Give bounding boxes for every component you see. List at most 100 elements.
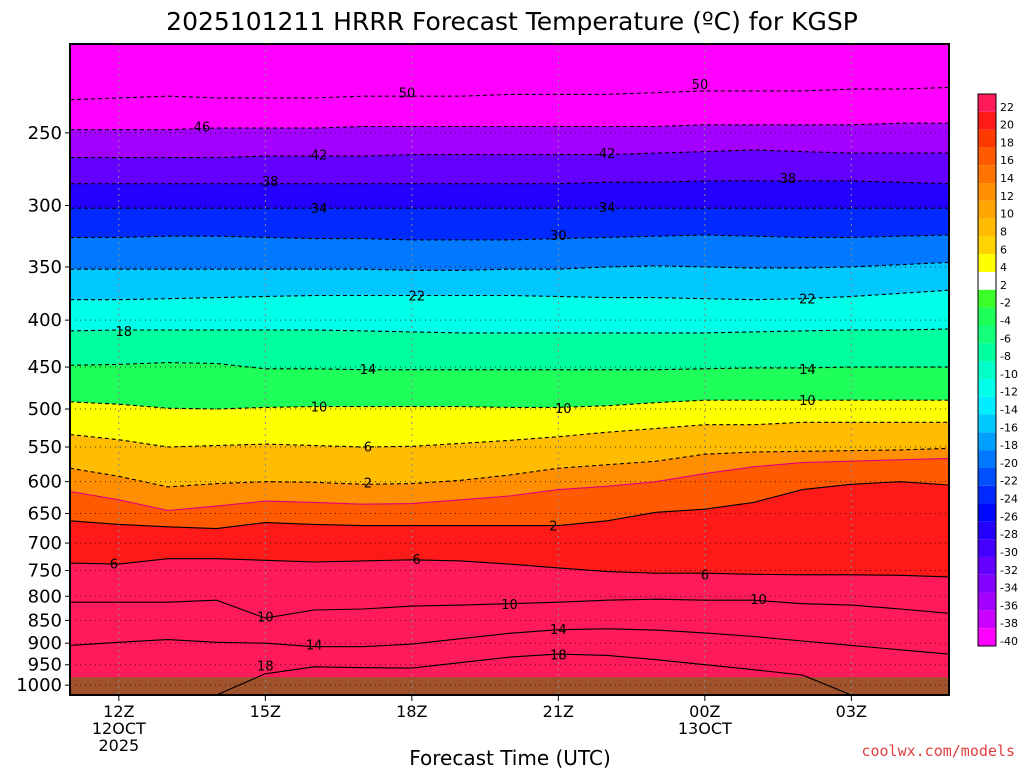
- colorbar-label: 22: [1000, 101, 1014, 114]
- colorbar-label: -38: [1000, 617, 1018, 630]
- y-tick-label: 950: [28, 655, 62, 676]
- contour-label: 46: [194, 120, 211, 135]
- colorbar-label: -12: [1000, 386, 1018, 399]
- isotherm-line: [70, 628, 949, 655]
- colorbar-label: -4: [1000, 314, 1011, 327]
- colorbar-swatch: [978, 610, 996, 629]
- contour-label: 14: [306, 639, 323, 654]
- contour-label: 38: [780, 172, 797, 187]
- credit-text[interactable]: coolwx.com/models: [861, 742, 1015, 760]
- x-tick-label: 03Z: [836, 702, 867, 721]
- y-tick-label: 850: [28, 610, 62, 631]
- colorbar-label: -10: [1000, 368, 1018, 381]
- isotherm-line: [70, 421, 949, 448]
- contour-label: 50: [692, 78, 709, 93]
- colorbar-label: 12: [1000, 190, 1014, 203]
- y-tick-label: 400: [28, 310, 62, 331]
- colorbar-label: -40: [1000, 635, 1018, 648]
- colorbar-label: 6: [1000, 243, 1007, 256]
- contour-label: 18: [257, 660, 274, 675]
- contour-label: 50: [399, 87, 416, 102]
- colorbar-swatch: [978, 343, 996, 362]
- colorbar-swatch: [978, 165, 996, 184]
- colorbar-swatch: [978, 236, 996, 255]
- y-tick-label: 300: [28, 196, 62, 217]
- colorbar-label: 20: [1000, 119, 1014, 132]
- y-tick-label: 500: [28, 399, 62, 420]
- colorbar-label: -16: [1000, 421, 1018, 434]
- contour-label: 14: [550, 623, 567, 638]
- colorbar-swatch: [978, 94, 996, 112]
- y-tick-label: 800: [28, 586, 62, 607]
- ground-fill: [70, 677, 949, 695]
- colorbar-label: -14: [1000, 404, 1018, 417]
- colorbar-label: -20: [1000, 457, 1018, 470]
- isotherm-line: [70, 558, 949, 578]
- contour-label: 38: [262, 175, 279, 190]
- contour-label: 42: [599, 147, 616, 162]
- colorbar-swatch: [978, 111, 996, 130]
- y-tick-label: 600: [28, 472, 62, 493]
- y-tick-label: 350: [28, 257, 62, 278]
- colorbar-swatch: [978, 325, 996, 344]
- y-tick-label: 650: [28, 504, 62, 525]
- contour-label: 14: [360, 363, 377, 378]
- colorbar-swatch: [978, 592, 996, 611]
- colorbar-label: 4: [1000, 261, 1007, 274]
- y-tick-label: 900: [28, 633, 62, 654]
- colorbar-swatch: [978, 200, 996, 219]
- contour-label: 6: [701, 568, 709, 583]
- contour-label: 30: [550, 229, 567, 244]
- colorbar-swatch: [978, 378, 996, 397]
- contour-label: 2: [549, 520, 557, 535]
- isotherm-line: [70, 447, 949, 488]
- contour-label: 42: [311, 149, 328, 164]
- colorbar-label: -30: [1000, 546, 1018, 559]
- colorbar-swatch: [978, 183, 996, 201]
- colorbar-swatch: [978, 432, 996, 451]
- plot-frame: [69, 43, 950, 696]
- colorbar-swatch: [978, 289, 996, 308]
- contour-label: 10: [555, 402, 572, 417]
- isotherm-line: [70, 598, 949, 619]
- colorbar: 22 20 18 16 14 12 10 8 6 4 2 -2 -4 -6 -8 -10 -12 -14 -16 -1…: [977, 93, 1018, 648]
- colorbar-swatch: [978, 218, 996, 237]
- y-tick-label: 750: [28, 561, 62, 582]
- contour-label: 10: [799, 394, 816, 409]
- colorbar-swatch: [978, 361, 996, 379]
- colorbar-swatch: [978, 450, 996, 468]
- colorbar-swatch: [978, 467, 996, 486]
- colorbar-swatch: [978, 272, 996, 290]
- isotherm-line: [70, 653, 949, 695]
- contour-label: 18: [550, 649, 567, 664]
- contour-label: 22: [799, 293, 816, 308]
- y-tick-label: 550: [28, 437, 62, 458]
- contour-label: 6: [413, 553, 421, 568]
- isotherm-line: [70, 457, 949, 512]
- colorbar-label: -24: [1000, 493, 1018, 506]
- colorbar-swatch: [978, 574, 996, 593]
- x-tick-label: 00Z: [689, 702, 720, 721]
- colorbar-label: -26: [1000, 510, 1018, 523]
- contour-label: 34: [311, 202, 328, 217]
- y-tick-label: 700: [28, 533, 62, 554]
- colorbar-label: 2: [1000, 279, 1007, 292]
- y-tick-label: 1000: [16, 675, 62, 696]
- colorbar-label: 16: [1000, 154, 1014, 167]
- colorbar-label: -22: [1000, 475, 1018, 488]
- colorbar-swatch: [978, 556, 996, 575]
- colorbar-label: 8: [1000, 225, 1007, 238]
- colorbar-swatch: [978, 414, 996, 433]
- y-tick-label: 450: [28, 357, 62, 378]
- colorbar-label: -18: [1000, 439, 1018, 452]
- colorbar-swatch: [978, 485, 996, 504]
- colorbar-label: -36: [1000, 599, 1018, 612]
- colorbar-swatch: [978, 129, 996, 148]
- contour-label: 34: [599, 201, 616, 216]
- x-tick-label: 13OCT: [678, 719, 732, 738]
- axes: 2503003504004505005506006507007508008509…: [16, 123, 867, 755]
- colorbar-swatch: [978, 307, 996, 326]
- chart-title: 2025101211 HRRR Forecast Temperature (ºC…: [166, 7, 858, 36]
- y-tick-label: 250: [28, 123, 62, 144]
